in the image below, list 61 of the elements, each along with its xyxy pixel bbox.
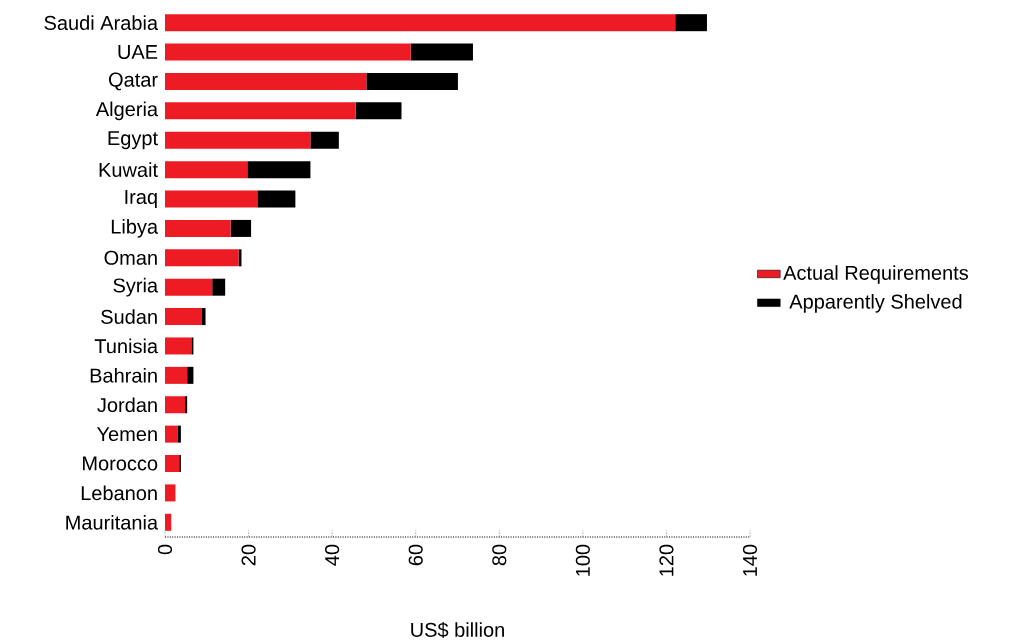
y-tick-label: UAE: [118, 45, 158, 60]
y-tick-label: Kuwait: [99, 162, 158, 177]
bar: [212, 278, 226, 296]
y-tick-label: Jordan: [97, 397, 157, 413]
bar: [165, 513, 172, 531]
bar: [165, 161, 248, 179]
bar: [165, 484, 176, 502]
bar: [230, 219, 252, 237]
y-tick-label: Egypt: [108, 131, 158, 150]
x-tick-label: 100: [575, 544, 590, 576]
bar: [165, 102, 356, 120]
legend-label: Apparently Shelved: [789, 294, 962, 313]
y-tick-label: Morocco: [83, 456, 158, 471]
bar: [165, 396, 186, 414]
bar: [165, 249, 239, 267]
x-tick-label: 0: [157, 544, 173, 555]
bar: [165, 14, 676, 32]
bar: [165, 131, 311, 149]
bar: [185, 396, 188, 414]
bar: [191, 337, 194, 355]
bar: [165, 455, 180, 473]
y-tick-label: Tunisia: [94, 338, 159, 354]
y-tick-label: Saudi Arabia: [44, 15, 159, 31]
legend-label: Actual Requirements: [783, 265, 969, 284]
bar: [675, 14, 707, 32]
y-tick-label: Mauritania: [66, 514, 159, 530]
bar: [165, 72, 367, 90]
bar: [165, 366, 188, 384]
y-tick-label: Bahrain: [90, 368, 157, 383]
y-tick-label: Sudan: [101, 309, 157, 324]
y-tick-label: Lebanon: [81, 485, 157, 501]
bar: [165, 278, 213, 296]
x-tick-label: 120: [659, 544, 674, 576]
bar: [165, 425, 178, 443]
bar: [165, 190, 258, 208]
bar: [257, 190, 296, 208]
x-tick-label: 20: [241, 544, 256, 566]
x-tick-label: 60: [408, 544, 423, 566]
bar: [187, 366, 194, 384]
bar: [165, 219, 231, 237]
bar: [410, 43, 473, 61]
y-tick-label: Yemen: [96, 427, 157, 442]
y-tick-label: Syria: [113, 277, 159, 297]
bar: [366, 72, 458, 90]
bar: [165, 43, 411, 61]
bar: [310, 131, 339, 149]
x-tick-label: 40: [325, 544, 340, 566]
bar: [165, 337, 192, 355]
bar: [177, 425, 181, 443]
y-tick-label: Iraq: [125, 190, 157, 208]
y-tick-label: Oman: [104, 250, 157, 265]
bar: [201, 308, 206, 326]
bar: [355, 102, 402, 120]
y-tick-label: Libya: [111, 219, 159, 238]
y-tick-label: Algeria: [95, 101, 159, 121]
x-tick-label: 80: [492, 544, 507, 566]
bar: [165, 308, 202, 326]
bar: [247, 161, 311, 179]
x-axis-title: US$ billion: [411, 621, 504, 639]
y-tick-label: Qatar: [108, 72, 158, 91]
x-tick-label: 140: [742, 544, 758, 576]
